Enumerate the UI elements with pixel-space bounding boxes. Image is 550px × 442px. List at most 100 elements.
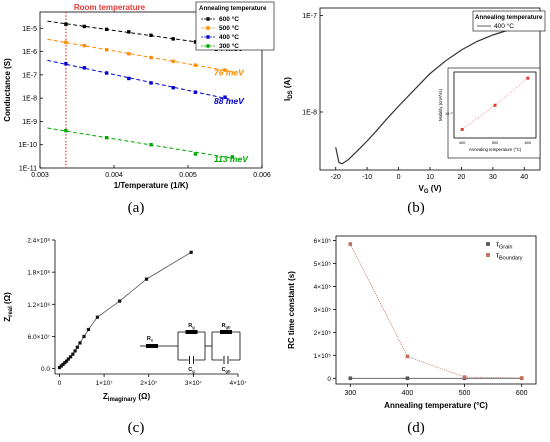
chart-a-point (104, 27, 109, 32)
circuit-boundary-r-label: Rgb (222, 323, 231, 330)
chart-c-ytick-label: 0.0 (41, 366, 50, 373)
chart-b-xtick-label: 40 (520, 174, 528, 181)
chart-a-legend-marker (206, 35, 210, 39)
chart-b-xtick-label: 20 (458, 174, 466, 181)
circuit-boundary-resistor (220, 330, 232, 334)
chart-d-legend-marker (486, 242, 490, 246)
chart-b-ytick-label: 1E-8 (302, 109, 317, 116)
chart-a-point (127, 76, 131, 81)
chart-c-point (144, 277, 149, 281)
chart-c: 0 1×10⁷ 2×10⁷ 3×10⁷ 4×10⁷ 0.0 6.0×10⁷ 1.2×10⁸ 1.… (3, 238, 248, 404)
chart-b-transfer-curve (335, 25, 525, 165)
chart-a-ytick-label: 1E-6 (22, 49, 37, 56)
chart-a-series-3 (47, 127, 235, 159)
chart-b-inset-xlabel: Annealing temperature (°C) (469, 147, 522, 152)
chart-c-point (73, 349, 77, 353)
chart-c-impedance-curve (59, 251, 192, 368)
chart-b-inset-box (447, 67, 541, 159)
chart-a-legend-marker (206, 26, 210, 30)
chart-a-legend-label: 600 °C (219, 15, 239, 23)
chart-b-inset-xtick-label: 500 (492, 141, 498, 145)
chart-c-xtick-label: 2×10⁷ (140, 380, 158, 387)
chart-a-point (64, 62, 68, 66)
chart-d-point (462, 375, 467, 379)
chart-c-point (63, 361, 67, 365)
chart-d-point (405, 354, 410, 359)
chart-c-xlabel: Zimaginary (Ω) (103, 392, 151, 403)
chart-c-ylabel-unit: (Ω) (3, 292, 12, 306)
chart-c-point (69, 355, 73, 359)
chart-a-ytick-label: 1E-7 (22, 72, 37, 79)
chart-c-xtick-label: 3×10⁷ (185, 380, 203, 387)
chart-b-ylabel-sub: DS (288, 90, 294, 98)
chart-b-xtick-label: -10 (362, 174, 372, 181)
chart-c-xtick-label: 1×10⁷ (96, 380, 114, 387)
chart-c-point (86, 327, 91, 332)
chart-d-ytick-label: 1×10⁵ (314, 353, 332, 360)
chart-a-point (104, 48, 109, 52)
chart-a-point (82, 43, 87, 48)
chart-d-xtick-label: 400 (402, 390, 414, 397)
chart-d-ytick-label: 5×10⁵ (314, 261, 332, 268)
chart-b-ylabel-unit: (A) (283, 77, 292, 91)
panel-label-d: (d) (407, 420, 425, 436)
chart-a-point (64, 22, 68, 26)
chart-d-point (519, 376, 524, 380)
chart-a-point (127, 30, 131, 34)
chart-c-point (118, 299, 122, 303)
chart-a-point (171, 59, 175, 64)
chart-a-legend-box (195, 1, 275, 51)
circuit-grain-capacitor-gap (188, 357, 195, 363)
chart-d-xtick-label: 300 (344, 390, 356, 397)
chart-a-ytick-label: 1E-8 (22, 96, 37, 103)
chart-a: 0.003 0.004 0.005 0.006 1E-5 1E-6 1E-7 1E-8 1E-9… (3, 1, 275, 190)
chart-b-inset-xtick-label: 400 (459, 141, 465, 145)
chart-d-legend-sub: Grain (499, 245, 512, 251)
chart-a-point (82, 24, 87, 29)
chart-d-ytick-label: 6×10⁵ (314, 238, 332, 245)
chart-c-xlabel-unit: (Ω) (136, 392, 150, 401)
chart-a-xtick-label: 0.003 (31, 172, 49, 179)
circuit-grain-c-sub: g (192, 369, 195, 374)
chart-c-xtick-label: 4×10⁷ (230, 380, 248, 387)
chart-b-inset: 400 500 600 10⁻² Annealing temperature (°C) M… (438, 67, 541, 159)
chart-a-point (104, 136, 109, 140)
chart-b-legend-title: Annealing temperature (475, 14, 543, 21)
chart-b-legend-label: 400 °C (494, 22, 514, 30)
chart-d-line (349, 243, 522, 379)
chart-b-ytick-label: 1E-7 (302, 13, 317, 20)
chart-a-point (193, 152, 198, 156)
chart-c-point (66, 357, 70, 361)
chart-a-point (230, 155, 235, 159)
chart-b-ylabel-main: I (283, 99, 292, 101)
chart-a-point (193, 40, 198, 44)
chart-a-point (64, 128, 68, 133)
chart-c-point (95, 315, 100, 319)
chart-d-legend-main: τ (496, 240, 499, 249)
chart-b-xlabel-main: V (419, 184, 425, 193)
chart-a-point (223, 95, 227, 99)
chart-d-xtick-label: 500 (459, 390, 471, 397)
circuit-grain-r-label: Rg (188, 323, 195, 330)
chart-a-ylabel: Conductance (S) (3, 58, 12, 122)
chart-b-inset-point (460, 127, 464, 131)
chart-d-xtick-label: 600 (516, 390, 528, 397)
chart-a-point (223, 68, 227, 72)
chart-c-ytick-label: 2.4×10⁸ (27, 238, 50, 245)
circuit-resistor-s (146, 344, 158, 348)
chart-a-series-1 (47, 38, 233, 73)
chart-c-ylabel: Zreal (Ω) (3, 292, 14, 322)
chart-d-legend-label: τGrain (496, 240, 512, 251)
chart-a-point (149, 33, 153, 37)
chart-c-point (59, 364, 63, 368)
chart-b-xtick-label: -20 (331, 174, 341, 181)
chart-a-point (193, 63, 198, 67)
chart-c-point (75, 345, 79, 349)
chart-a-point (82, 66, 87, 70)
circuit-grain-r-sub: g (192, 325, 195, 330)
chart-d-point (348, 376, 353, 381)
chart-d-point (348, 242, 353, 246)
activation-energy-label: 88 meV (214, 96, 245, 106)
